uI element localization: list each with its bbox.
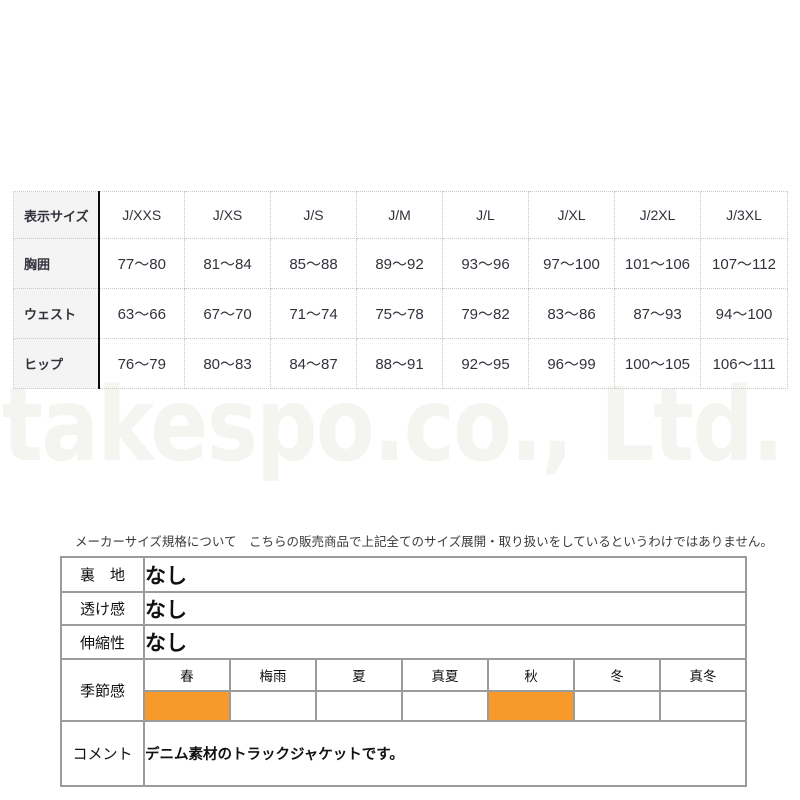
season-header-cell: 真夏 <box>401 658 489 692</box>
comment-text: デニム素材のトラックジャケットです。 <box>143 720 747 787</box>
size-row-label: 胸囲 <box>13 238 100 289</box>
season-value-cell <box>143 690 231 722</box>
size-col-header: J/2XL <box>614 191 701 239</box>
size-cell: 83〜86 <box>528 288 615 339</box>
size-cell: 94〜100 <box>700 288 788 339</box>
table-row: コメント デニム素材のトラックジャケットです。 <box>60 720 747 787</box>
size-cell: 97〜100 <box>528 238 615 289</box>
season-header-cell: 梅雨 <box>229 658 317 692</box>
season-header-cell: 夏 <box>315 658 403 692</box>
size-cell: 100〜105 <box>614 338 701 389</box>
spec-row-label-comment: コメント <box>60 720 145 787</box>
size-cell: 101〜106 <box>614 238 701 289</box>
spec-row-label-stretch: 伸縮性 <box>60 624 145 660</box>
size-col-header: J/L <box>442 191 529 239</box>
size-cell: 75〜78 <box>356 288 443 339</box>
season-value-cell <box>487 690 575 722</box>
size-cell: 76〜79 <box>98 338 185 389</box>
size-cell: 106〜111 <box>700 338 788 389</box>
spec-value-stretch: なし <box>143 624 747 660</box>
size-cell: 80〜83 <box>184 338 271 389</box>
size-cell: 107〜112 <box>700 238 788 289</box>
season-value-cell <box>229 690 317 722</box>
season-value-cell <box>573 690 661 722</box>
season-value-cell <box>401 690 489 722</box>
size-col-header: J/M <box>356 191 443 239</box>
size-cell: 71〜74 <box>270 288 357 339</box>
size-row-label: ヒップ <box>13 338 100 389</box>
size-cell: 87〜93 <box>614 288 701 339</box>
size-col-header: J/S <box>270 191 357 239</box>
spec-row-label-season: 季節感 <box>60 658 145 722</box>
size-cell: 84〜87 <box>270 338 357 389</box>
size-cell: 96〜99 <box>528 338 615 389</box>
size-cell: 92〜95 <box>442 338 529 389</box>
size-cell: 88〜91 <box>356 338 443 389</box>
season-value-cell <box>315 690 403 722</box>
size-cell: 85〜88 <box>270 238 357 289</box>
size-cell: 77〜80 <box>98 238 185 289</box>
table-row: ヒップ 76〜79 80〜83 84〜87 88〜91 92〜95 96〜99 … <box>13 338 788 389</box>
size-cell: 93〜96 <box>442 238 529 289</box>
spec-row-label-lining: 裏 地 <box>60 556 145 593</box>
size-chart-table: 表示サイズ J/XXS J/XS J/S J/M J/L J/XL J/2XL … <box>13 191 788 389</box>
season-value-cell <box>659 690 747 722</box>
season-header-row: 季節感 春 梅雨 夏 真夏 秋 冬 真冬 <box>60 658 747 722</box>
table-row: 伸縮性 なし <box>60 624 747 660</box>
table-row: 裏 地 なし <box>60 556 747 593</box>
table-row: 透け感 なし <box>60 591 747 626</box>
size-header-row: 表示サイズ J/XXS J/XS J/S J/M J/L J/XL J/2XL … <box>13 191 788 239</box>
size-cell: 67〜70 <box>184 288 271 339</box>
spec-value-lining: なし <box>143 556 747 593</box>
season-header-cell: 冬 <box>573 658 661 692</box>
season-value-row <box>61 690 747 722</box>
maker-size-note: メーカーサイズ規格について こちらの販売商品で上記全てのサイズ展開・取り扱いをし… <box>75 535 773 549</box>
season-header-cell: 春 <box>143 658 231 692</box>
table-row: 胸囲 77〜80 81〜84 85〜88 89〜92 93〜96 97〜100 … <box>13 238 788 289</box>
season-header-cell: 真冬 <box>659 658 747 692</box>
size-col-header: J/3XL <box>700 191 788 239</box>
size-corner-label: 表示サイズ <box>13 191 100 239</box>
size-cell: 63〜66 <box>98 288 185 339</box>
table-row: ウェスト 63〜66 67〜70 71〜74 75〜78 79〜82 83〜86… <box>13 288 788 339</box>
size-col-header: J/XL <box>528 191 615 239</box>
size-col-header: J/XS <box>184 191 271 239</box>
size-row-label: ウェスト <box>13 288 100 339</box>
size-cell: 81〜84 <box>184 238 271 289</box>
size-col-header: J/XXS <box>98 191 185 239</box>
spec-table: 裏 地 なし 透け感 なし 伸縮性 なし 季節感 春 梅雨 夏 真夏 秋 冬 真… <box>60 556 747 787</box>
size-cell: 79〜82 <box>442 288 529 339</box>
spec-row-label-sheerness: 透け感 <box>60 591 145 626</box>
spec-value-sheerness: なし <box>143 591 747 626</box>
size-cell: 89〜92 <box>356 238 443 289</box>
season-header-cell: 秋 <box>487 658 575 692</box>
